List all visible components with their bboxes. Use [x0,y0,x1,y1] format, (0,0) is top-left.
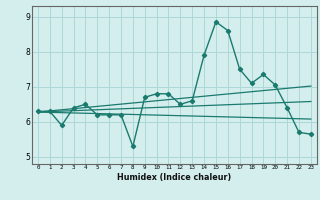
X-axis label: Humidex (Indice chaleur): Humidex (Indice chaleur) [117,173,232,182]
